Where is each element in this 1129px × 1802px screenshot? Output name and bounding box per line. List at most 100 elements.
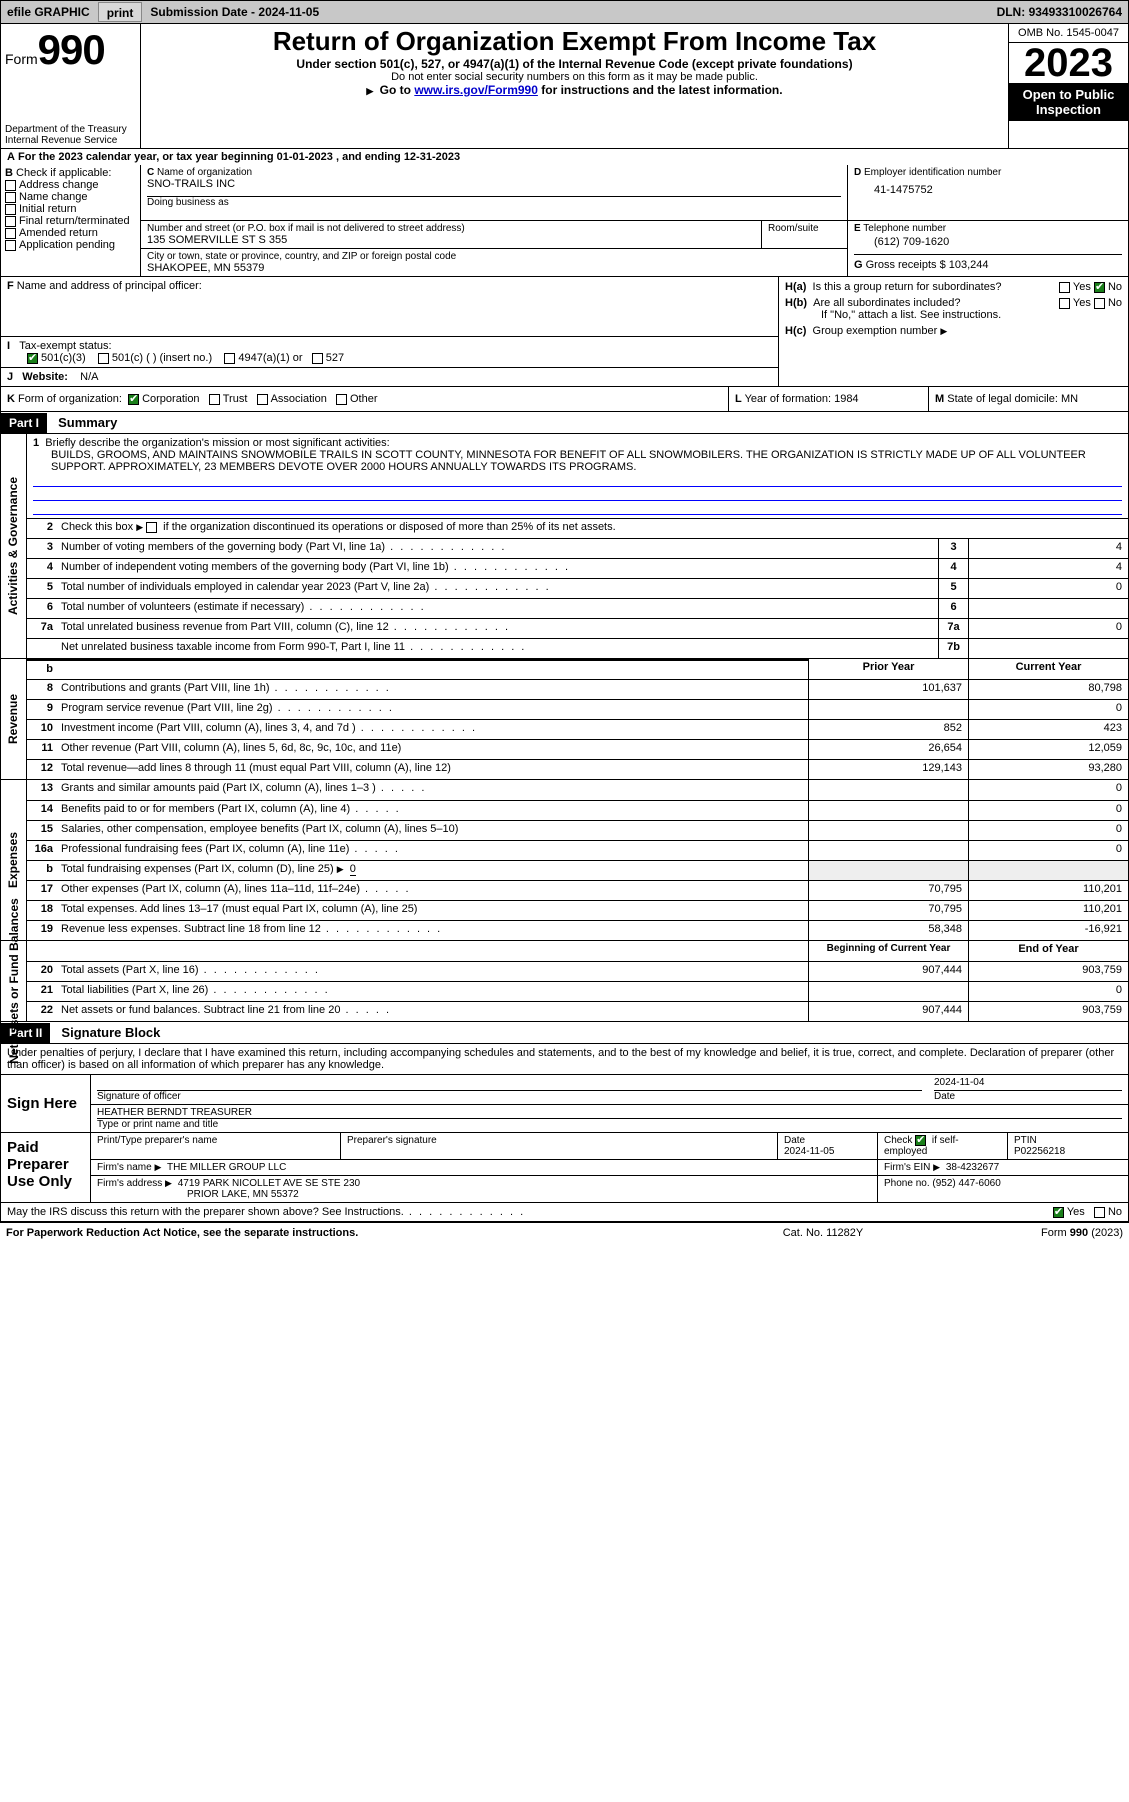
line-2: 2 Check this box if the organization dis… xyxy=(27,518,1128,538)
line-a-pre: For the 2023 calendar year, or tax year … xyxy=(18,151,277,163)
discuss-row: May the IRS discuss this return with the… xyxy=(0,1203,1129,1222)
l6-text: Total number of volunteers (estimate if … xyxy=(57,599,938,618)
cb-501c3[interactable] xyxy=(27,353,38,364)
cb-discuss-yes[interactable] xyxy=(1053,1207,1064,1218)
line-12: 12Total revenue—add lines 8 through 11 (… xyxy=(27,759,1128,779)
l16b-value: 0 xyxy=(350,863,356,876)
l9-prior xyxy=(808,700,968,719)
cb-discuss-no[interactable] xyxy=(1094,1207,1105,1218)
open-inspection: Open to Public Inspection xyxy=(1009,83,1128,121)
l5-text: Total number of individuals employed in … xyxy=(57,579,938,598)
l8-curr: 80,798 xyxy=(968,680,1128,699)
line-3: 3Number of voting members of the governi… xyxy=(27,538,1128,558)
box-cdeg: C Name of organization SNO-TRAILS INC Do… xyxy=(141,165,1128,276)
opt-501c: 501(c) ( ) (insert no.) xyxy=(112,352,212,364)
website-value: N/A xyxy=(80,371,98,383)
box-f: F Name and address of principal officer: xyxy=(1,277,778,337)
page-footer: For Paperwork Reduction Act Notice, see … xyxy=(0,1222,1129,1243)
dln-value: 93493310026764 xyxy=(1029,5,1122,19)
l19-text: Revenue less expenses. Subtract line 18 … xyxy=(57,921,808,940)
discuss-no: No xyxy=(1108,1206,1122,1218)
side-net-text: Net Assets or Fund Balances xyxy=(7,898,21,1064)
addr-value: 135 SOMERVILLE ST S 355 xyxy=(147,234,755,246)
cb-amended[interactable] xyxy=(5,228,16,239)
ha-no: No xyxy=(1108,281,1122,293)
irs-label: Internal Revenue Service xyxy=(5,135,136,146)
sig-officer-label: Signature of officer xyxy=(97,1091,181,1102)
cb-hb-yes[interactable] xyxy=(1059,298,1070,309)
cb-trust[interactable] xyxy=(209,394,220,405)
firm-phone-label: Phone no. xyxy=(884,1178,930,1189)
phone-value: (612) 709-1620 xyxy=(854,234,1122,254)
l7b-value xyxy=(968,639,1128,658)
discuss-text: May the IRS discuss this return with the… xyxy=(7,1206,972,1218)
website-label: Website: xyxy=(22,371,68,383)
line-15: 15Salaries, other compensation, employee… xyxy=(27,820,1128,840)
side-revenue: Revenue xyxy=(1,659,27,779)
l14-curr: 0 xyxy=(968,801,1128,820)
l17-text: Other expenses (Part IX, column (A), lin… xyxy=(57,881,808,900)
form-year-cell: OMB No. 1545-0047 2023 Open to Public In… xyxy=(1008,24,1128,148)
l7a-text: Total unrelated business revenue from Pa… xyxy=(57,619,938,638)
print-button[interactable]: print xyxy=(98,2,143,22)
cb-4947[interactable] xyxy=(224,353,235,364)
cb-other[interactable] xyxy=(336,394,347,405)
left-fij: F Name and address of principal officer:… xyxy=(1,277,778,386)
l9-text: Program service revenue (Part VIII, line… xyxy=(57,700,808,719)
opt-final-return: Final return/terminated xyxy=(19,215,130,227)
cb-ha-yes[interactable] xyxy=(1059,282,1070,293)
l16b-pre: Total fundraising expenses (Part IX, col… xyxy=(61,863,337,875)
preparer-date: 2024-11-05 xyxy=(784,1146,834,1157)
line-19: 19Revenue less expenses. Subtract line 1… xyxy=(27,920,1128,940)
hb-text: Are all subordinates included? xyxy=(813,297,960,309)
hdr-curr: Current Year xyxy=(968,659,1128,679)
section-revenue: Revenue b Prior Year Current Year 8Contr… xyxy=(0,659,1129,780)
opt-corp: Corporation xyxy=(142,393,199,405)
l17-prior: 70,795 xyxy=(808,881,968,900)
cb-corp[interactable] xyxy=(128,394,139,405)
l2-text: Check this box if the organization disco… xyxy=(61,521,616,533)
line-10: 10Investment income (Part VIII, column (… xyxy=(27,719,1128,739)
cb-self-employed[interactable] xyxy=(915,1135,926,1146)
l21-text: Total liabilities (Part X, line 26) xyxy=(57,982,808,1001)
phone-label: Telephone number xyxy=(863,223,946,234)
line-17: 17Other expenses (Part IX, column (A), l… xyxy=(27,880,1128,900)
form990-link[interactable]: www.irs.gov/Form990 xyxy=(414,83,538,97)
l10-text: Investment income (Part VIII, column (A)… xyxy=(57,720,808,739)
form-header: Form990 Department of the Treasury Inter… xyxy=(0,24,1129,149)
l16b-text: Total fundraising expenses (Part IX, col… xyxy=(57,861,808,880)
cb-ha-no[interactable] xyxy=(1094,282,1105,293)
l8-prior: 101,637 xyxy=(808,680,968,699)
l11-text: Other revenue (Part VIII, column (A), li… xyxy=(57,740,808,759)
line-11: 11Other revenue (Part VIII, column (A), … xyxy=(27,739,1128,759)
l20-prior: 907,444 xyxy=(808,962,968,981)
opt-name-change: Name change xyxy=(19,191,88,203)
box-hc: H(c) Group exemption number xyxy=(785,325,1122,337)
cb-initial-return[interactable] xyxy=(5,204,16,215)
cb-hb-no[interactable] xyxy=(1094,298,1105,309)
opt-4947: 4947(a)(1) or xyxy=(238,352,302,364)
officer-sig-line[interactable] xyxy=(97,1077,922,1091)
arrow-icon xyxy=(366,83,376,97)
box-h: H(a) Is this a group return for subordin… xyxy=(778,277,1128,386)
firm-addr2: PRIOR LAKE, MN 55372 xyxy=(97,1189,299,1200)
line-18: 18Total expenses. Add lines 13–17 (must … xyxy=(27,900,1128,920)
part-2-title: Signature Block xyxy=(53,1022,168,1043)
cb-final-return[interactable] xyxy=(5,216,16,227)
opt-amended: Amended return xyxy=(19,227,98,239)
cb-name-change[interactable] xyxy=(5,192,16,203)
cb-app-pending[interactable] xyxy=(5,240,16,251)
mission-blank-3 xyxy=(33,501,1122,515)
box-b: B Check if applicable: Address change Na… xyxy=(1,165,141,276)
cb-501c[interactable] xyxy=(98,353,109,364)
cb-discontinued[interactable] xyxy=(146,522,157,533)
l14-prior xyxy=(808,801,968,820)
domicile-label: State of legal domicile: xyxy=(947,393,1061,405)
room-label: Room/suite xyxy=(768,223,841,234)
box-eg: E Telephone number (612) 709-1620 G Gros… xyxy=(848,221,1128,276)
cb-527[interactable] xyxy=(312,353,323,364)
line-4: 4Number of independent voting members of… xyxy=(27,558,1128,578)
cb-address-change[interactable] xyxy=(5,180,16,191)
addr-label: Number and street (or P.O. box if mail i… xyxy=(147,223,755,234)
cb-assoc[interactable] xyxy=(257,394,268,405)
